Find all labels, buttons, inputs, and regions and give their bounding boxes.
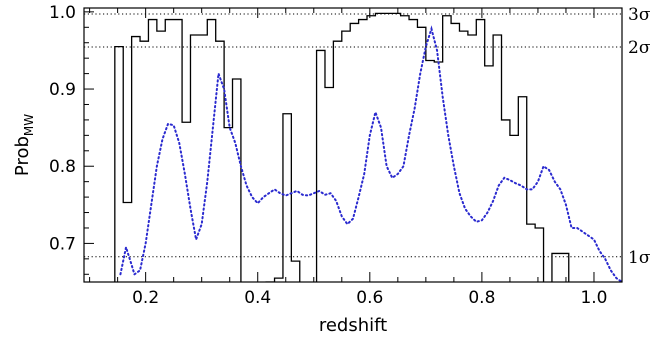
- sigma-label-3: 1σ: [628, 248, 651, 268]
- x-tick-label: 0.2: [132, 288, 159, 308]
- y-axis-title-main: Prob: [12, 136, 33, 176]
- axis-ticks: [84, 8, 623, 282]
- y-tick-label: 0.7: [49, 234, 76, 254]
- y-tick-label: 0.9: [49, 80, 76, 100]
- sigma-label-2: 2σ: [628, 38, 651, 58]
- x-tick-label: 0.6: [356, 288, 383, 308]
- x-tick-label: 0.8: [468, 288, 495, 308]
- sigma-labels: 3σ 2σ 1σ: [628, 5, 651, 268]
- axis-tick-labels: 0.2 0.4 0.6 0.8 1.0 0.7 0.8 0.9 1.0: [49, 3, 608, 308]
- sigma-label-1: 3σ: [628, 5, 651, 25]
- x-tick-label: 0.4: [244, 288, 271, 308]
- series-dotted-curve: [119, 25, 622, 282]
- x-tick-label: 1.0: [580, 288, 607, 308]
- series-layer: [114, 12, 622, 282]
- y-tick-label: 1.0: [49, 3, 76, 23]
- x-axis-title: redshift: [319, 315, 387, 336]
- series-step-histogram: [114, 12, 570, 282]
- y-axis-title: ProbMW: [12, 114, 36, 176]
- reference-lines: [84, 13, 622, 258]
- plot-frame: [83, 7, 623, 283]
- y-tick-label: 0.8: [49, 157, 76, 177]
- y-axis-title-group: ProbMW: [12, 114, 36, 176]
- y-axis-title-subscript: MW: [22, 114, 36, 136]
